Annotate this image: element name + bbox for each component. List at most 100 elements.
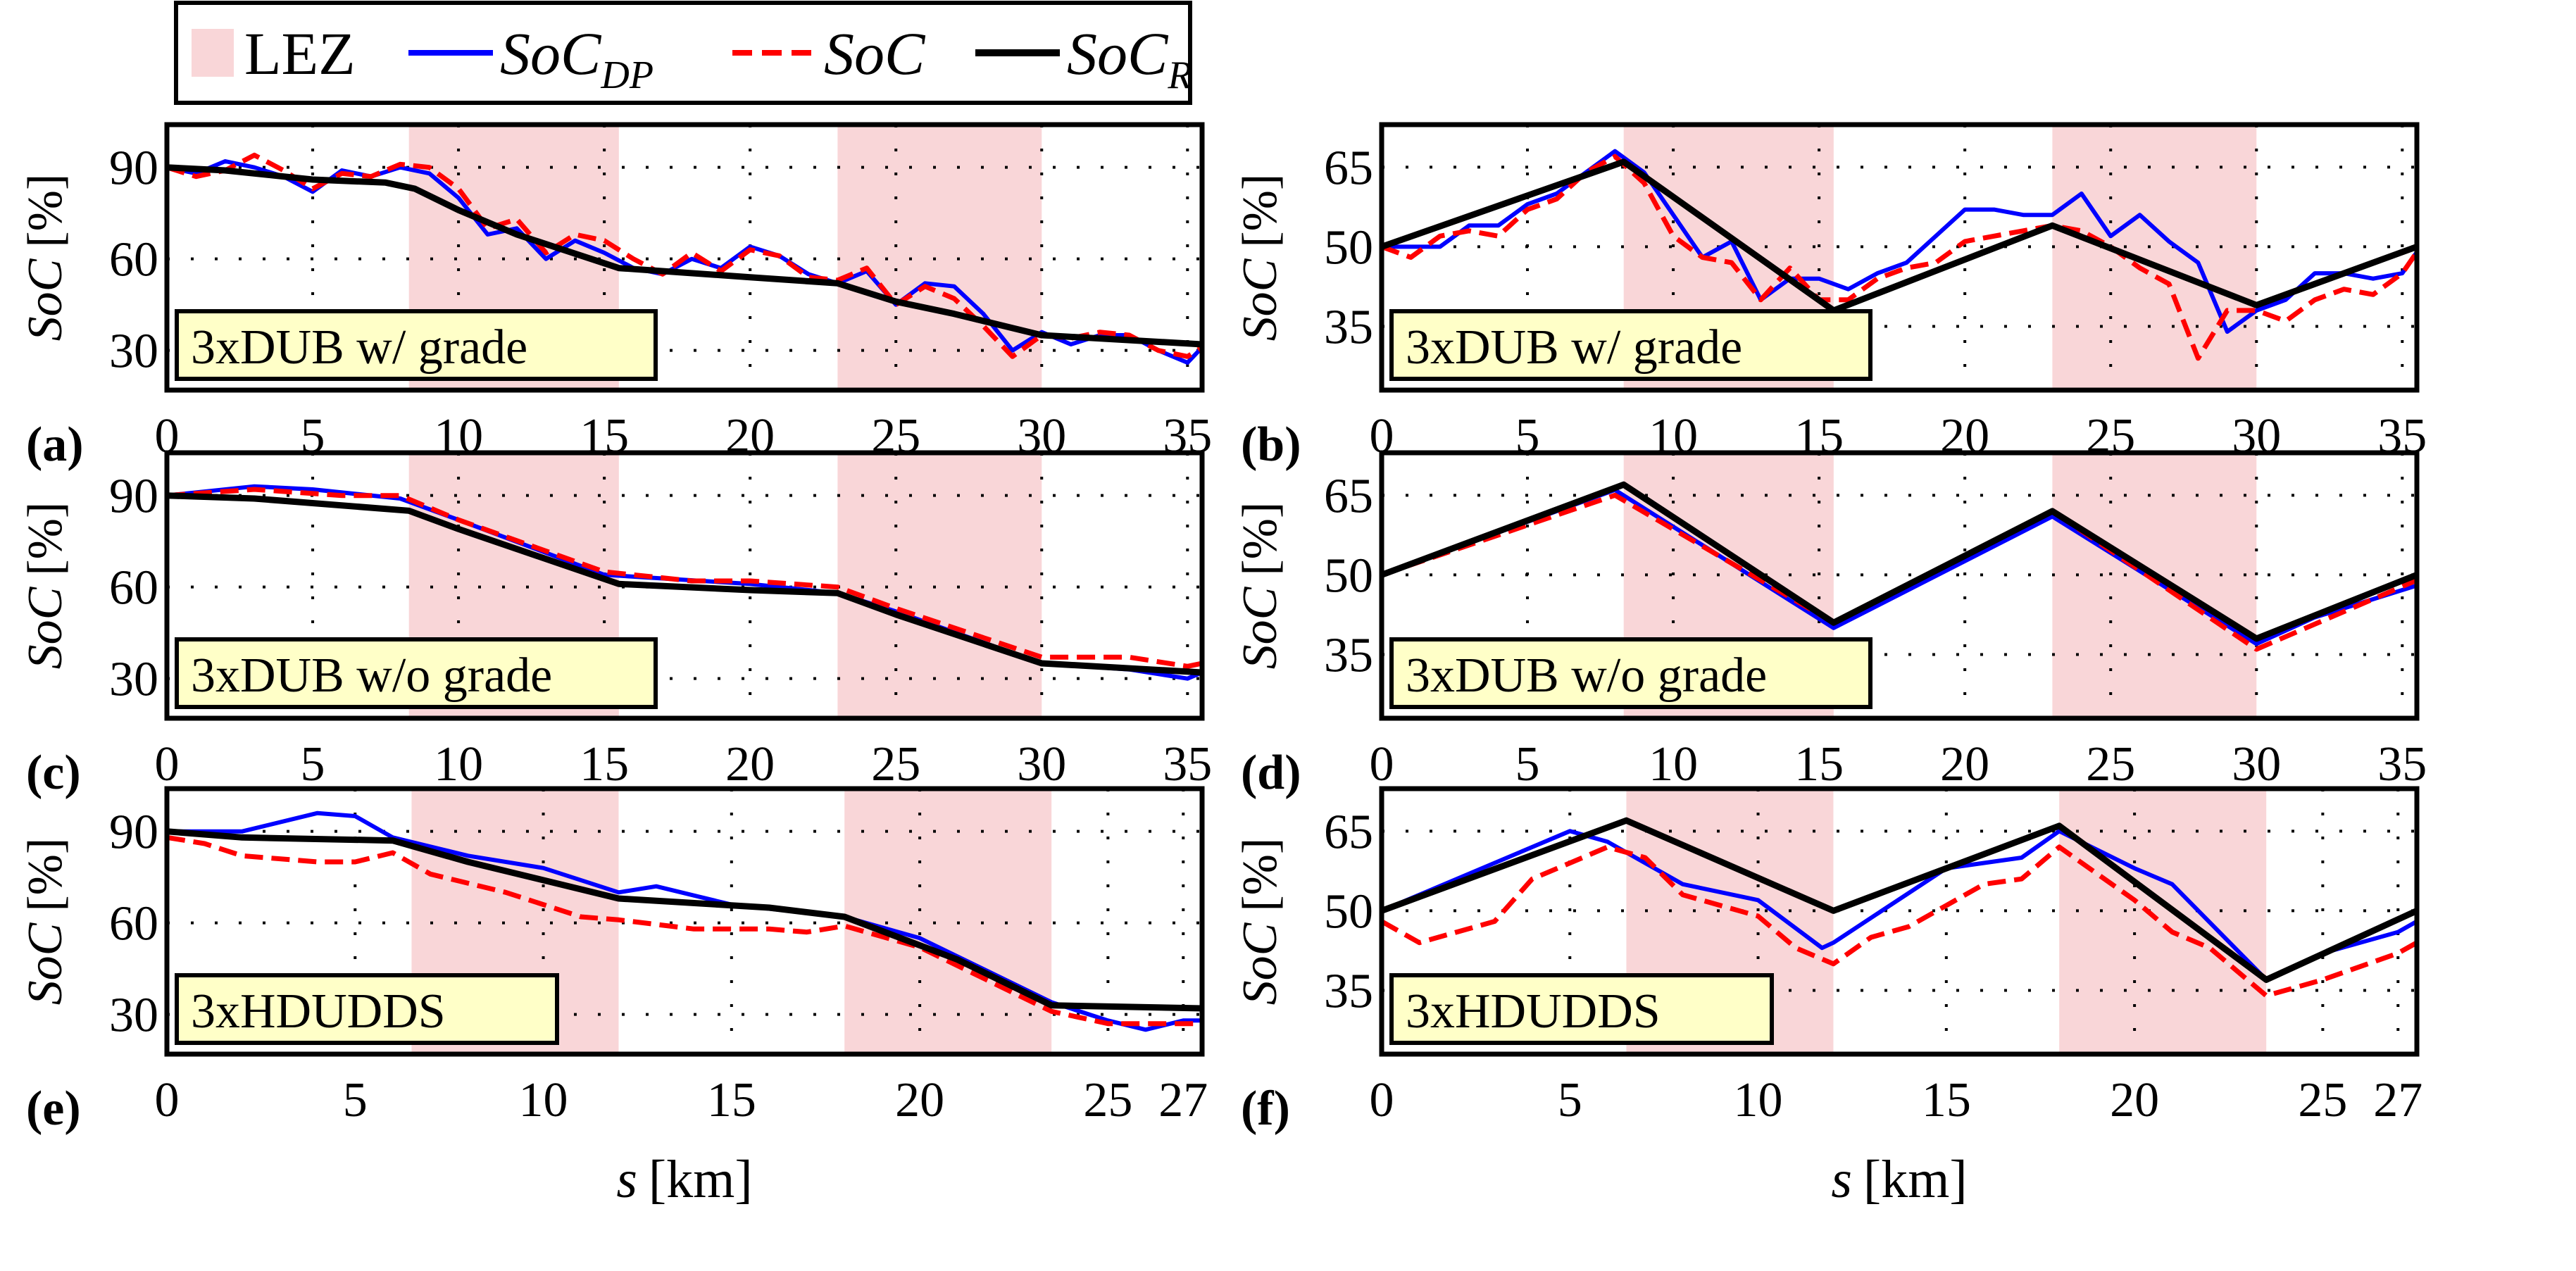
x-tick-label: 20	[2110, 1073, 2159, 1127]
x-axis-label-var: s	[616, 1150, 637, 1209]
x-tick-label: 0	[155, 1073, 180, 1127]
plot-frame	[1379, 122, 2420, 393]
series-line-soc	[167, 487, 1202, 669]
y-axis-label-var: SoC	[1233, 922, 1287, 1005]
x-tick-label: 35	[2377, 737, 2427, 791]
annotation-box	[1389, 973, 1774, 1045]
y-axis-label-unit: [%]	[1233, 838, 1287, 912]
y-tick-label: 60	[109, 233, 158, 287]
y-axis-label: SoC [%]	[1233, 174, 1287, 342]
x-tick-label: 0	[1370, 737, 1394, 791]
lez-zone	[844, 789, 1052, 1054]
series-line-soc-r	[167, 492, 1202, 676]
legend-item-3: SoCR	[975, 20, 1192, 97]
x-tick-label: 10	[1649, 737, 1698, 791]
y-tick-label: 65	[1324, 141, 1373, 195]
y-tick-label: 60	[109, 561, 158, 615]
series-line-soc-r	[167, 828, 1202, 1012]
x-tick-label: 27	[1158, 1073, 1208, 1127]
y-axis-label: SoC [%]	[1233, 502, 1287, 670]
series-line-soc-r	[167, 164, 1202, 348]
legend-label: SoC	[824, 20, 926, 87]
series-group	[167, 484, 1202, 681]
y-axis-label: SoC [%]	[18, 502, 73, 670]
y-axis-label-unit: [%]	[1233, 174, 1287, 248]
y-axis-label: SoC [%]	[18, 838, 73, 1006]
x-tick-label: 20	[895, 1073, 944, 1127]
legend-item-2: SoC	[732, 20, 926, 87]
y-axis-label: SoC [%]	[1233, 838, 1287, 1006]
legend-item-1: SoCDP	[408, 20, 654, 97]
annotation-label: 3xDUB w/o grade	[1406, 649, 1767, 703]
x-axis-label-var: s	[1831, 1150, 1852, 1209]
panel-label: (c)	[26, 746, 81, 800]
series-line-soc	[1382, 154, 2417, 361]
y-axis-label-var: SoC	[1233, 258, 1287, 341]
series-group	[1382, 481, 2417, 652]
lez-zone	[2059, 789, 2267, 1054]
y-tick-label: 60	[109, 897, 158, 951]
legend-label-main: SoC	[824, 20, 926, 87]
legend-label-main: SoC	[1067, 20, 1169, 87]
legend-label-subscript: R	[1167, 54, 1192, 97]
x-tick-label: 15	[580, 737, 629, 791]
x-tick-label: 20	[725, 737, 775, 791]
annotation-box	[175, 309, 658, 381]
series-line-soc	[167, 152, 1202, 359]
series-line-soc-r	[1382, 817, 2417, 983]
x-tick-label: 35	[1163, 737, 1212, 791]
annotation-box	[1389, 637, 1872, 709]
panel-label: (b)	[1241, 418, 1301, 472]
annotation-label: 3xDUB w/o grade	[191, 649, 552, 703]
series-line-soc-dp	[167, 810, 1202, 1032]
series-group	[1382, 817, 2417, 998]
plot-frame	[164, 786, 1205, 1057]
lez-zone	[837, 453, 1042, 718]
legend-label-main: SoC	[500, 20, 602, 87]
plot-frame	[164, 122, 1205, 393]
y-tick-label: 35	[1324, 965, 1373, 1019]
plot-frame	[164, 450, 1205, 721]
y-tick-label: 30	[109, 653, 158, 707]
legend-label: SoCDP	[500, 20, 654, 97]
y-tick-label: 30	[109, 989, 158, 1043]
x-tick-label: 5	[1515, 737, 1540, 791]
legend-label: LEZ	[244, 20, 356, 87]
x-tick-label: 25	[871, 737, 920, 791]
annotation-label: 3xHDUDDS	[191, 984, 446, 1039]
x-tick-label: 20	[1940, 737, 1989, 791]
y-tick-label: 90	[109, 142, 158, 196]
y-axis-label-unit: [%]	[18, 502, 73, 576]
x-tick-label: 5	[1558, 1073, 1582, 1127]
x-axis-label-unit: [km]	[1863, 1150, 1968, 1209]
y-tick-label: 90	[109, 806, 158, 860]
panel-label: (e)	[26, 1082, 81, 1136]
x-tick-label: 25	[1083, 1073, 1132, 1127]
y-tick-label: 35	[1324, 629, 1373, 683]
y-axis-label-var: SoC	[18, 258, 73, 341]
x-tick-label: 0	[1370, 1073, 1394, 1127]
x-tick-label: 10	[519, 1073, 568, 1127]
plot-frame	[1379, 786, 2420, 1057]
legend: LEZ SoCDP SoC SoCR	[174, 1, 1192, 105]
annotation-box	[1389, 309, 1872, 381]
series-group	[167, 810, 1202, 1032]
series-group	[1382, 149, 2417, 361]
annotation-label: 3xHDUDDS	[1406, 984, 1661, 1039]
y-axis-label-unit: [%]	[18, 838, 73, 912]
y-tick-label: 30	[109, 325, 158, 379]
x-axis-label-unit: [km]	[649, 1150, 753, 1209]
y-axis-label-unit: [%]	[1233, 502, 1287, 576]
x-tick-label: 10	[1734, 1073, 1783, 1127]
x-tick-label: 15	[1794, 737, 1844, 791]
x-tick-label: 10	[434, 737, 483, 791]
y-tick-label: 50	[1324, 884, 1373, 939]
series-line-soc	[167, 834, 1202, 1027]
y-axis-label: SoC [%]	[18, 174, 73, 342]
